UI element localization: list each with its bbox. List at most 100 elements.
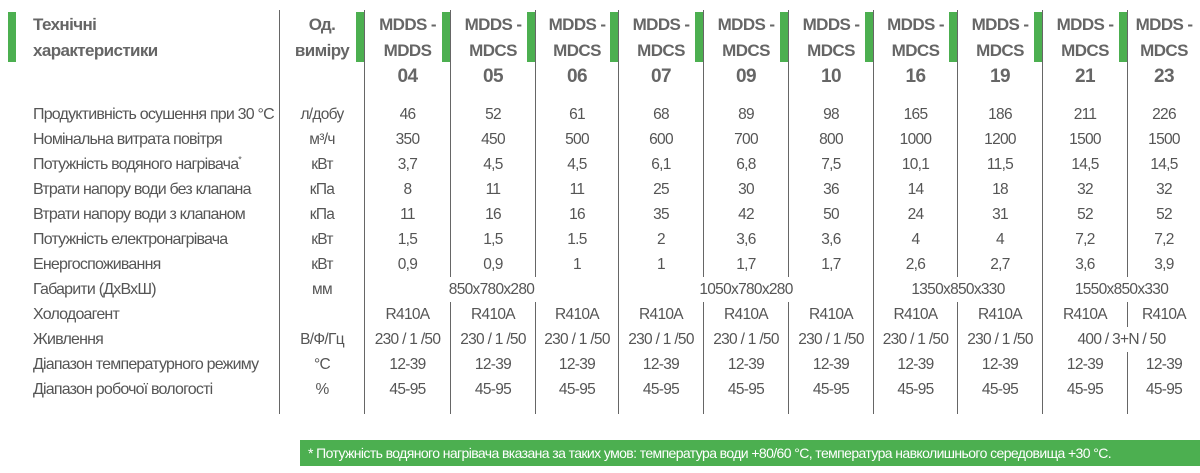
row-unit: кВт: [279, 152, 364, 177]
spacer: [535, 90, 618, 102]
cell-value: 35: [618, 202, 703, 227]
spacer: [364, 90, 450, 102]
spacer: [450, 402, 535, 414]
cell-value: 0,9: [450, 252, 535, 277]
green-marker: [527, 12, 535, 62]
cell-value: 3,7: [364, 152, 450, 177]
cell-value: 1,5: [450, 227, 535, 252]
model-l2: MDCS: [1140, 41, 1188, 60]
cell-value: 2,7: [957, 252, 1042, 277]
cell-value: 4,5: [535, 152, 618, 177]
cell-value: 45-95: [703, 377, 788, 402]
model-header: MDDS - MDCS 07: [618, 10, 703, 90]
cell-value: 11,5: [957, 152, 1042, 177]
spacer: [1127, 90, 1200, 102]
header-unit: Од. виміру: [279, 10, 364, 90]
model-n: 10: [821, 66, 842, 87]
cell-value: 1: [618, 252, 703, 277]
row-label: Діапазон робочої вологості: [33, 381, 213, 398]
cell-value: 1500: [1127, 127, 1200, 152]
cell-value: 211: [1042, 102, 1127, 127]
cell-value: 2,6: [873, 252, 957, 277]
spacer: [873, 402, 957, 414]
row-label: Холодоагент: [33, 306, 120, 323]
cell-value: 42: [703, 202, 788, 227]
cell-value: 12-39: [618, 352, 703, 377]
cell-value: 1,5: [364, 227, 450, 252]
spacer: [618, 90, 703, 102]
cell-value: 230 / 1 /50: [873, 327, 957, 352]
model-l2: MDCS: [1061, 41, 1109, 60]
model-n: 19: [990, 66, 1011, 87]
row-unit: кПа: [279, 202, 364, 227]
green-marker: [865, 12, 873, 62]
row-unit: %: [279, 377, 364, 402]
cell-value: 450: [450, 127, 535, 152]
spacer: [1127, 402, 1200, 414]
footnote: * Потужність водяного нагрівача вказана …: [300, 440, 1200, 466]
cell-value: 45-95: [1042, 377, 1127, 402]
green-marker: [780, 12, 788, 62]
model-l1: MDDS -: [548, 15, 606, 34]
cell-value: R410A: [1127, 302, 1200, 327]
cell-value: 10,1: [873, 152, 957, 177]
cell-value: 30: [703, 177, 788, 202]
cell-value: 3,6: [1042, 252, 1127, 277]
row-unit: мм: [279, 277, 364, 302]
cell-value: 8: [364, 177, 450, 202]
row-label: Потужність електронагрівача: [33, 231, 228, 248]
cell-value: 45-95: [873, 377, 957, 402]
model-l2: MDCS: [891, 41, 940, 60]
row-unit: В/Ф/Гц: [279, 327, 364, 352]
title-text: Технічні характеристики: [33, 15, 158, 60]
cell-value: 12-39: [1042, 352, 1127, 377]
model-n: 23: [1154, 66, 1175, 87]
cell-value: R410A: [450, 302, 535, 327]
model-l2: MDCS: [976, 41, 1024, 60]
green-marker: [949, 12, 957, 62]
model-header: MDDS - MDDS 04: [364, 10, 450, 90]
cell-value: 16: [535, 202, 618, 227]
model-n: 05: [483, 66, 504, 87]
row-label: Втрати напору води без клапана: [33, 181, 252, 198]
row-label: Потужність водяного нагрівача*: [33, 154, 242, 173]
model-l2: MDCS: [469, 41, 517, 60]
model-header: MDDS - MDCS 09: [703, 10, 788, 90]
cell-value: R410A: [703, 302, 788, 327]
cell-value: R410A: [535, 302, 618, 327]
spacer: [957, 90, 1042, 102]
cell-value: 2: [618, 227, 703, 252]
row-label: Габарити (ДхВхШ): [33, 281, 157, 298]
model-l1: MDDS -: [887, 15, 944, 34]
green-marker: [1119, 12, 1127, 62]
cell-value: 600: [618, 127, 703, 152]
cell-value: 14,5: [1042, 152, 1127, 177]
row-unit: °С: [279, 352, 364, 377]
cell-value: 11: [535, 177, 618, 202]
model-header: MDDS - MDCS 05: [450, 10, 535, 90]
cell-value: 0,9: [364, 252, 450, 277]
cell-value: 45-95: [1127, 377, 1200, 402]
cell-value: R410A: [618, 302, 703, 327]
model-header: MDDS - MDCS 19: [957, 10, 1042, 90]
cell-value: 12-39: [788, 352, 873, 377]
model-l1: MDDS -: [632, 15, 690, 34]
cell-value: 89: [703, 102, 788, 127]
spacer: [0, 90, 279, 102]
model-header: MDDS - MDCS 06: [535, 10, 618, 90]
header-title: Технічні характеристики: [0, 10, 279, 90]
spacer: [1042, 90, 1127, 102]
cell-value: R410A: [873, 302, 957, 327]
unit-header-text: Од. виміру: [294, 15, 350, 60]
cell-value: 14: [873, 177, 957, 202]
cell-value: 16: [450, 202, 535, 227]
row-unit: кПа: [279, 177, 364, 202]
spacer: [618, 402, 703, 414]
cell-value: 230 / 1 /50: [788, 327, 873, 352]
cell-value: 45-95: [450, 377, 535, 402]
row-unit: л/добу: [279, 102, 364, 127]
cell-value: 230 / 1 /50: [450, 327, 535, 352]
cell-value: 61: [535, 102, 618, 127]
green-marker: [1034, 12, 1042, 62]
model-l2: MDDS: [383, 41, 432, 60]
